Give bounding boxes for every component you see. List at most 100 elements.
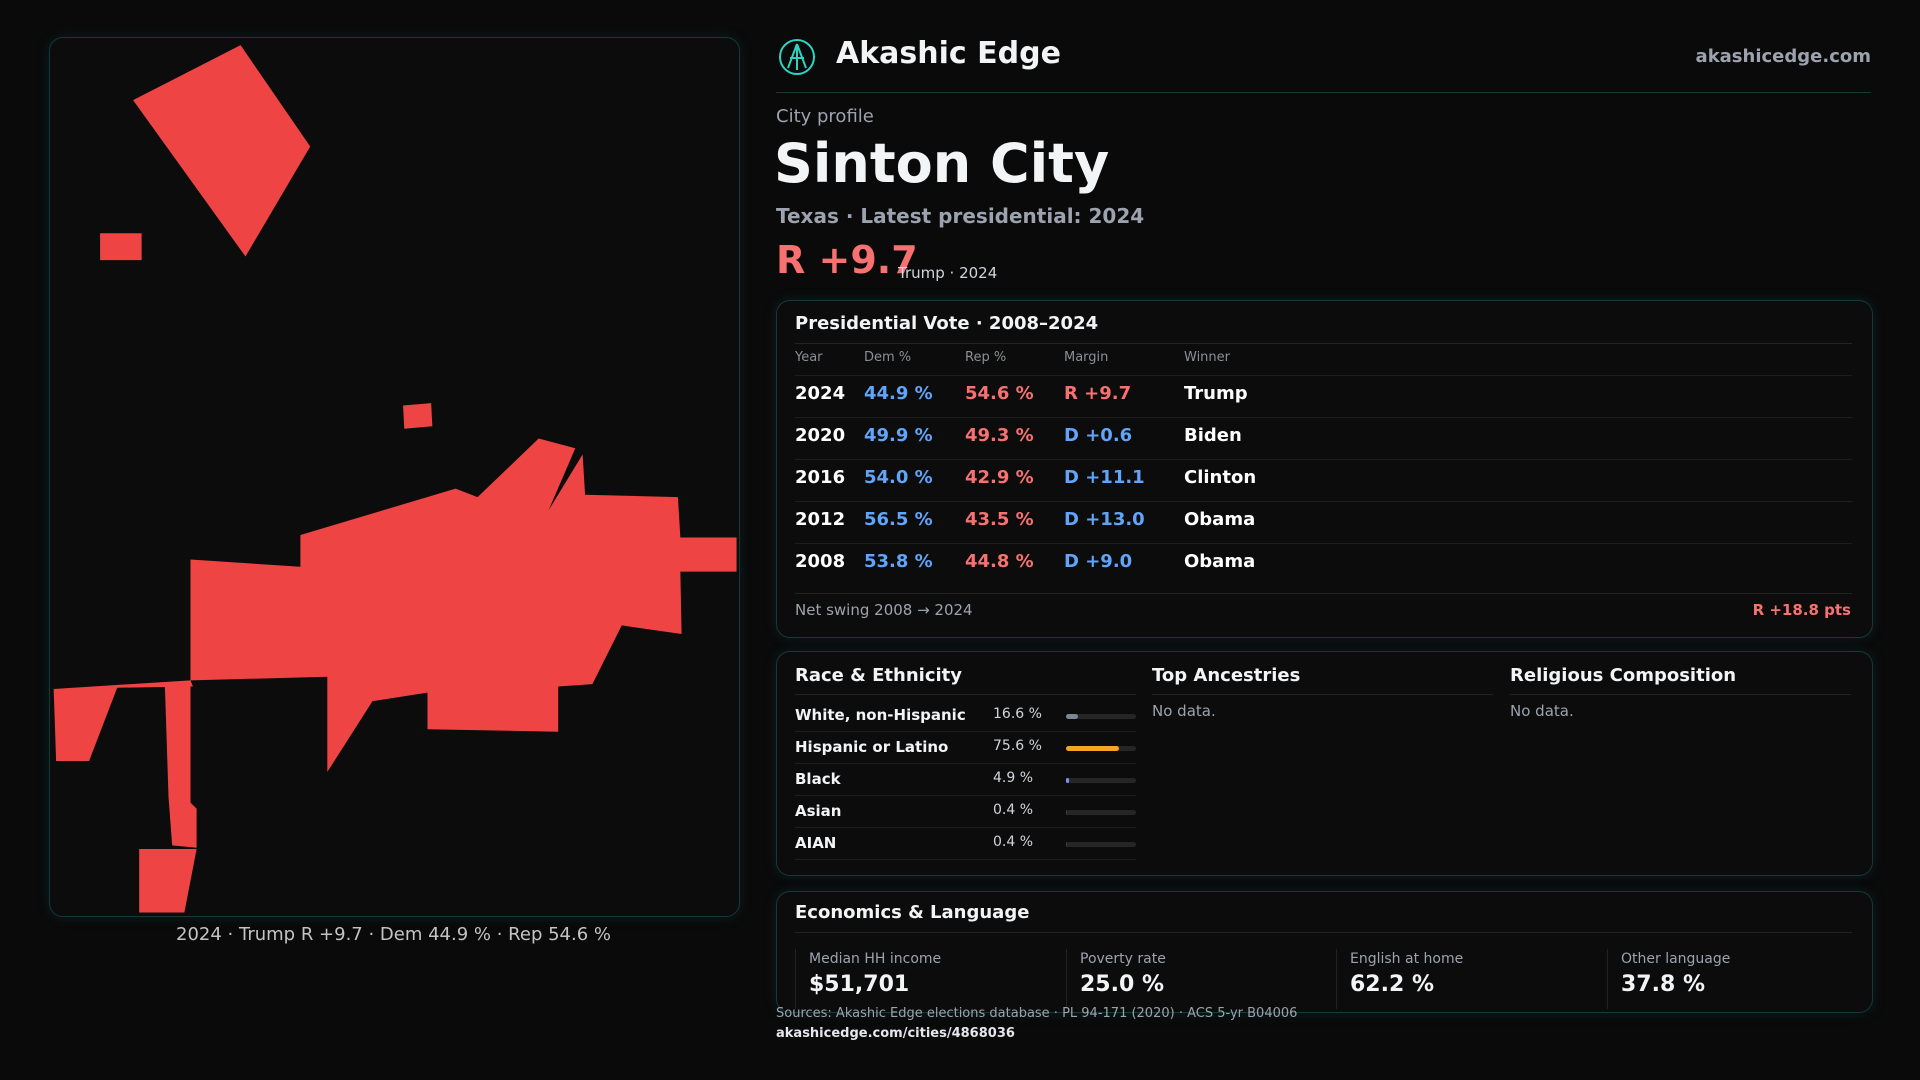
religion-note: No data. bbox=[1510, 702, 1574, 720]
logo bbox=[779, 39, 815, 75]
rule bbox=[795, 459, 1852, 460]
rule bbox=[795, 543, 1852, 544]
race-label: Hispanic or Latino bbox=[795, 738, 949, 756]
rule bbox=[795, 375, 1852, 376]
race-bar bbox=[1066, 746, 1119, 751]
rule bbox=[1152, 694, 1493, 695]
race-value: 0.4 % bbox=[993, 802, 1034, 818]
vote-cell: 49.3 % bbox=[965, 425, 1034, 446]
bar-track bbox=[1066, 810, 1136, 815]
economics-title: Economics & Language bbox=[795, 902, 1030, 923]
vote-cell: 2024 bbox=[795, 383, 846, 404]
rule bbox=[795, 417, 1852, 418]
vote-panel bbox=[776, 300, 1873, 638]
column-header: Margin bbox=[1064, 350, 1109, 365]
rule bbox=[795, 932, 1852, 933]
cell-label: Other language bbox=[1621, 951, 1731, 967]
column-header: Dem % bbox=[864, 350, 912, 365]
margin-note: Trump · 2024 bbox=[898, 264, 998, 282]
map-shape bbox=[164, 681, 197, 848]
rule bbox=[795, 795, 1136, 796]
ancestries-note: No data. bbox=[1152, 702, 1216, 720]
vote-cell: D +0.6 bbox=[1064, 425, 1133, 446]
site-link[interactable]: akashicedge.com bbox=[1695, 46, 1871, 67]
cell-divider bbox=[1066, 949, 1067, 1009]
map-shape bbox=[190, 438, 737, 773]
column-header: Year bbox=[795, 350, 823, 365]
rule bbox=[795, 593, 1852, 594]
vote-cell: D +9.0 bbox=[1064, 551, 1133, 572]
source-url[interactable]: akashicedge.com/cities/4868036 bbox=[776, 1026, 1015, 1041]
map-shape bbox=[403, 403, 433, 429]
swing-value: R +18.8 pts bbox=[1752, 601, 1851, 619]
cell-value: 25.0 % bbox=[1080, 972, 1164, 997]
vote-cell: R +9.7 bbox=[1064, 383, 1132, 404]
rule bbox=[795, 763, 1136, 764]
sources: Sources: Akashic Edge elections database… bbox=[776, 1006, 1298, 1021]
rule bbox=[795, 731, 1136, 732]
vote-cell: 54.6 % bbox=[965, 383, 1034, 404]
vote-cell: 43.5 % bbox=[965, 509, 1034, 530]
vote-cell: D +11.1 bbox=[1064, 467, 1145, 488]
city-name: Sinton City bbox=[774, 132, 1110, 195]
race-value: 75.6 % bbox=[993, 738, 1042, 754]
header-rule bbox=[776, 92, 1871, 93]
vote-cell: Obama bbox=[1184, 509, 1256, 530]
headline-margin: R +9.7 bbox=[776, 238, 918, 282]
column-header: Rep % bbox=[965, 350, 1007, 365]
cell-label: Poverty rate bbox=[1080, 951, 1166, 967]
cell-label: Median HH income bbox=[809, 951, 942, 967]
rule bbox=[1510, 694, 1851, 695]
kicker: City profile bbox=[776, 106, 874, 127]
vote-title: Presidential Vote · 2008–2024 bbox=[795, 313, 1099, 334]
race-value: 16.6 % bbox=[993, 706, 1042, 722]
cell-label: English at home bbox=[1350, 951, 1464, 967]
bar-track bbox=[1066, 842, 1136, 847]
vote-cell: Trump bbox=[1184, 383, 1248, 404]
map-panel bbox=[49, 37, 740, 917]
map-shape bbox=[100, 233, 142, 261]
rule bbox=[795, 694, 1136, 695]
race-value: 0.4 % bbox=[993, 834, 1034, 850]
cell-divider bbox=[1336, 949, 1337, 1009]
vote-cell: 42.9 % bbox=[965, 467, 1034, 488]
cell-value: 37.8 % bbox=[1621, 972, 1705, 997]
race-bar bbox=[1066, 778, 1070, 783]
race-label: Black bbox=[795, 770, 841, 788]
city-map bbox=[53, 45, 737, 913]
economics-panel bbox=[776, 891, 1873, 1013]
race-title: Race & Ethnicity bbox=[795, 665, 962, 686]
vote-cell: D +13.0 bbox=[1064, 509, 1145, 530]
rule bbox=[795, 827, 1136, 828]
rule bbox=[795, 343, 1852, 344]
subtitle: Texas · Latest presidential: 2024 bbox=[776, 204, 1145, 228]
religion-title: Religious Composition bbox=[1510, 665, 1737, 686]
cell-divider bbox=[795, 949, 796, 1009]
bar-track bbox=[1066, 778, 1136, 783]
race-label: AIAN bbox=[795, 834, 837, 852]
vote-cell: Obama bbox=[1184, 551, 1256, 572]
cell-value: 62.2 % bbox=[1350, 972, 1434, 997]
swing-label: Net swing 2008 → 2024 bbox=[795, 601, 973, 619]
race-bar bbox=[1066, 714, 1078, 719]
vote-cell: 2012 bbox=[795, 509, 846, 530]
rule bbox=[795, 859, 1136, 860]
vote-cell: 2016 bbox=[795, 467, 846, 488]
ancestries-title: Top Ancestries bbox=[1152, 665, 1301, 686]
vote-cell: Biden bbox=[1184, 425, 1242, 446]
race-label: Asian bbox=[795, 802, 842, 820]
map-shape bbox=[133, 45, 311, 257]
vote-cell: 44.8 % bbox=[965, 551, 1034, 572]
vote-cell: 56.5 % bbox=[864, 509, 933, 530]
race-value: 4.9 % bbox=[993, 770, 1034, 786]
vote-cell: 54.0 % bbox=[864, 467, 933, 488]
vote-cell: 2008 bbox=[795, 551, 846, 572]
cell-value: $51,701 bbox=[809, 972, 910, 997]
vote-cell: 44.9 % bbox=[864, 383, 933, 404]
map-shape bbox=[139, 848, 197, 913]
rule bbox=[795, 501, 1852, 502]
cell-divider bbox=[1607, 949, 1608, 1009]
map-caption: 2024 · Trump R +9.7 · Dem 44.9 % · Rep 5… bbox=[176, 924, 611, 945]
column-header: Winner bbox=[1184, 350, 1231, 365]
